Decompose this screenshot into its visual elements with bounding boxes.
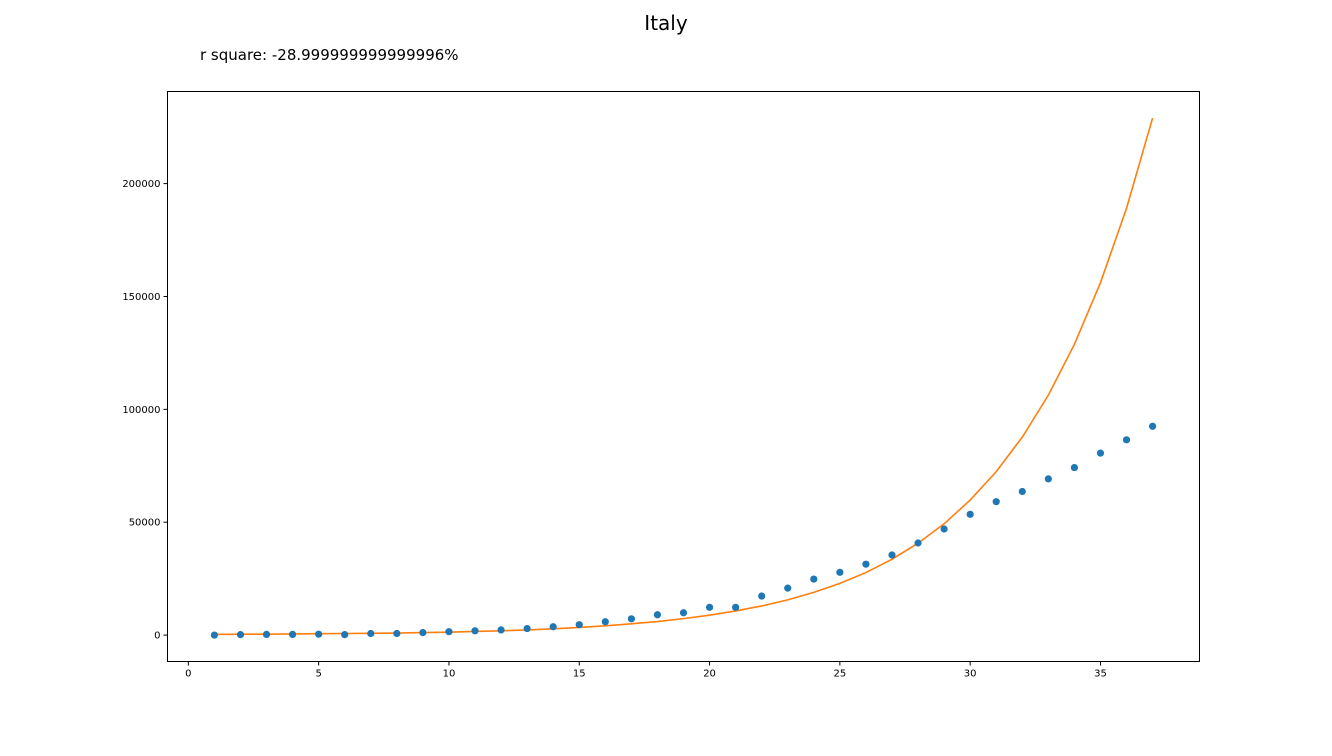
scatter-point <box>1148 422 1157 430</box>
scatter-point <box>1096 449 1105 457</box>
scatter-point <box>288 630 297 639</box>
scatter-point <box>471 627 479 635</box>
scatter-point <box>732 603 740 611</box>
x-tick-label: 35 <box>1094 669 1107 680</box>
scatter-point <box>523 624 531 633</box>
scatter-point <box>1044 475 1052 483</box>
r-square-annotation: r square: -28.999999999999996% <box>200 46 459 64</box>
scatter-point <box>393 629 401 638</box>
scatter-point <box>888 551 896 559</box>
scatter-point <box>810 575 818 583</box>
scatter-point <box>236 631 245 639</box>
scatter-point <box>914 539 922 547</box>
scatter-point <box>992 498 1000 506</box>
scatter-point <box>601 618 609 626</box>
scatter-point <box>1070 463 1079 472</box>
scatter-point <box>758 592 766 600</box>
fit-line-series <box>214 117 1154 636</box>
x-tick-label: 20 <box>703 669 716 680</box>
y-tick-label: 200000 <box>122 179 160 190</box>
y-axis: 0 50000 100000 150000 200000 <box>122 179 168 642</box>
x-tick-label: 0 <box>185 669 191 680</box>
y-tick-label: 150000 <box>122 292 160 303</box>
y-tick-label: 0 <box>154 631 160 642</box>
scatter-point <box>966 510 974 518</box>
scatter-point <box>784 584 792 592</box>
scatter-point <box>836 568 844 576</box>
scatter-point <box>315 630 323 638</box>
scatter-point <box>679 609 688 617</box>
x-tick-label: 10 <box>443 669 456 680</box>
scatter-point <box>262 630 271 639</box>
scatter-point <box>419 629 427 637</box>
scatter-point <box>705 603 714 611</box>
plot-area <box>167 91 1200 662</box>
scatter-point <box>627 615 635 623</box>
scatter-point <box>367 629 375 638</box>
scatter-point <box>940 525 948 533</box>
x-tick-label: 30 <box>964 669 977 680</box>
scatter-series <box>210 422 1157 639</box>
scatter-point <box>497 626 505 634</box>
scatter-point <box>575 621 583 629</box>
scatter-point <box>341 631 349 639</box>
scatter-point <box>549 623 557 631</box>
x-tick-label: 15 <box>573 669 586 680</box>
x-axis: 0 5 10 15 20 25 30 35 <box>185 661 1107 680</box>
y-tick-label: 100000 <box>122 405 160 416</box>
scatter-point <box>445 628 453 636</box>
y-tick-label: 50000 <box>129 518 161 529</box>
x-tick-label: 5 <box>315 669 321 680</box>
scatter-point <box>210 631 219 639</box>
scatter-point <box>653 611 662 619</box>
scatter-point <box>1018 487 1026 496</box>
scatter-point <box>862 560 870 568</box>
chart-title: Italy <box>644 11 688 35</box>
x-tick-label: 25 <box>833 669 846 680</box>
scatter-point <box>1122 436 1131 444</box>
